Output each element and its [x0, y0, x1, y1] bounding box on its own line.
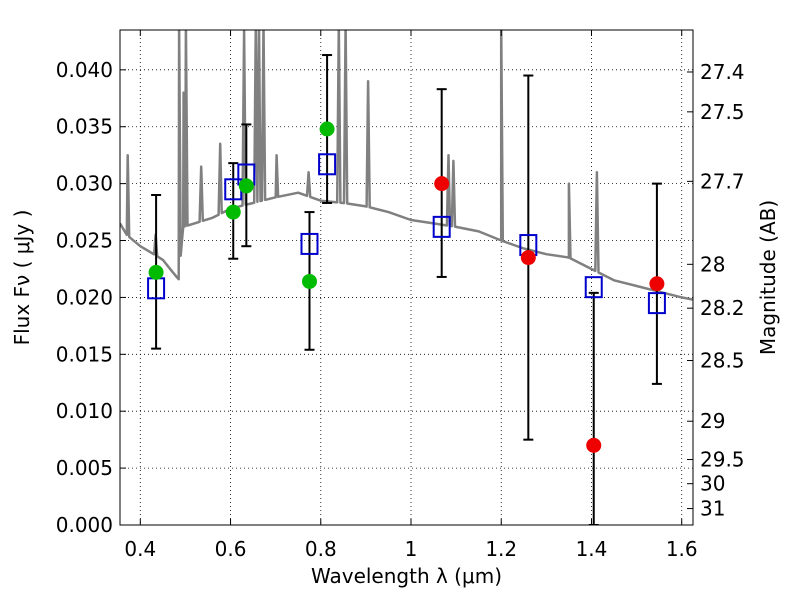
- red-point: [520, 250, 536, 266]
- x-tick-label: 0.8: [305, 537, 337, 561]
- detection-point: [319, 121, 335, 137]
- sed-spectrum-line: [120, 30, 693, 301]
- y2-tick-label: 28.2: [700, 296, 745, 320]
- y-tick-label: 0.030: [56, 172, 113, 196]
- y2-tick-label: 30: [700, 472, 725, 496]
- y-tick-label: 0.020: [56, 285, 113, 309]
- model-square-marker: [647, 292, 666, 315]
- y-tick-label: 0.005: [56, 456, 113, 480]
- y2-tick-label: 28: [700, 252, 725, 276]
- model-square-marker: [584, 276, 603, 299]
- x-tick-label: 0.6: [215, 537, 247, 561]
- plot-area: [120, 30, 693, 525]
- axis-ticks: 0.4 0.6 0.8 1 1.2 1.4 1.6 0.000 0.005 0.010 0.015 0…: [56, 30, 745, 561]
- detection-point: [148, 264, 164, 280]
- plot-clipped: [120, 30, 693, 525]
- y-tick-label: 0.010: [56, 399, 113, 423]
- red-point: [586, 437, 602, 453]
- y2-tick-label: 27.7: [700, 169, 745, 193]
- model-square-marker: [300, 232, 319, 255]
- y-tick-label: 0.040: [56, 58, 113, 82]
- x-tick-label: 1.6: [666, 537, 698, 561]
- y-tick-label: 0.035: [56, 115, 113, 139]
- x-tick-label: 1: [405, 537, 418, 561]
- detection-point: [238, 178, 254, 194]
- y2-tick-label: 29.5: [700, 448, 745, 472]
- detection-point: [225, 204, 241, 220]
- x-tick-label: 1.4: [576, 537, 608, 561]
- y2-tick-label: 31: [700, 497, 725, 521]
- red-point: [434, 176, 450, 192]
- y2-tick-label: 27.4: [700, 60, 745, 84]
- x-tick-label: 0.4: [124, 537, 156, 561]
- model-square-marker: [318, 153, 337, 176]
- y-axis-label: Flux Fν ( μJy ): [10, 210, 34, 346]
- y-tick-label: 0.015: [56, 342, 113, 366]
- y2-tick-label: 29: [700, 409, 725, 433]
- y-tick-label: 0.025: [56, 229, 113, 253]
- x-axis-label: Wavelength λ (μm): [311, 564, 502, 588]
- axes-frame: [119, 29, 694, 526]
- x-tick-label: 1.2: [485, 537, 517, 561]
- model-square-marker: [432, 215, 451, 238]
- red-point: [649, 276, 665, 292]
- y2-axis-label: Magnitude (AB): [756, 200, 780, 355]
- y-tick-label: 0.000: [56, 513, 113, 537]
- y2-tick-label: 27.5: [700, 100, 745, 124]
- detection-point: [301, 273, 317, 289]
- y2-tick-label: 28.5: [700, 349, 745, 373]
